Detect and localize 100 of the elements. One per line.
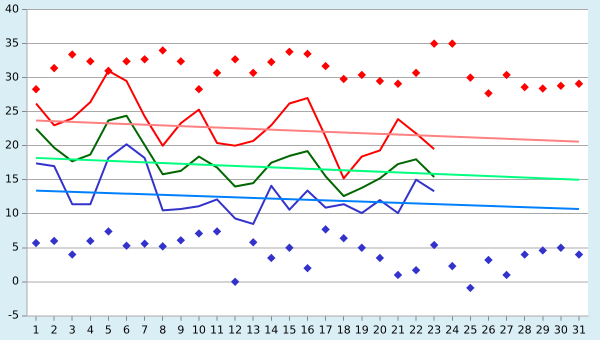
- point: [394, 80, 402, 88]
- point: [86, 236, 94, 245]
- point: [158, 46, 167, 54]
- x-tick-label: 13: [246, 323, 260, 336]
- point: [50, 236, 58, 245]
- point: [285, 48, 294, 56]
- point: [50, 64, 58, 72]
- y-tick-label: 0: [12, 274, 19, 288]
- x-tick-label: 8: [159, 323, 166, 336]
- y-tick-label: 25: [4, 104, 19, 118]
- point: [394, 270, 402, 279]
- point: [574, 80, 583, 88]
- x-tick-label: 2: [50, 323, 58, 336]
- point: [484, 89, 492, 98]
- point: [267, 58, 276, 66]
- x-tick-label: 28: [518, 323, 532, 336]
- point: [231, 278, 240, 286]
- x-tick-label: 5: [104, 323, 112, 336]
- x-tick-label: 22: [409, 323, 424, 336]
- point: [484, 256, 492, 264]
- y-tick-label: 10: [4, 206, 19, 220]
- x-tick-label: 30: [554, 323, 568, 336]
- point: [231, 55, 240, 64]
- point: [122, 242, 131, 250]
- point: [430, 241, 438, 250]
- point: [556, 82, 565, 90]
- x-tick-label: 20: [372, 323, 387, 336]
- point: [574, 250, 583, 259]
- point: [158, 242, 167, 250]
- x-tick-label: 9: [177, 323, 184, 336]
- point: [520, 250, 529, 259]
- point: [267, 254, 276, 262]
- x-tick-label: 7: [141, 323, 148, 336]
- point: [412, 266, 420, 274]
- point: [430, 40, 438, 48]
- x-tick-label: 29: [536, 323, 550, 336]
- point: [140, 240, 149, 248]
- x-tick-label: 4: [86, 323, 94, 336]
- point: [249, 238, 258, 246]
- point: [176, 57, 185, 66]
- x-tick-label: 14: [264, 323, 278, 336]
- y-tick-label: 40: [4, 2, 19, 16]
- x-tick-label: 18: [336, 323, 351, 336]
- point: [86, 57, 94, 66]
- x-tick-label: 15: [282, 323, 296, 336]
- point: [538, 246, 547, 254]
- y-tick-label: 5: [12, 240, 19, 254]
- point: [340, 75, 348, 84]
- point: [358, 70, 366, 79]
- point: [448, 40, 456, 48]
- point: [466, 74, 474, 82]
- point: [412, 68, 420, 77]
- point: [502, 70, 511, 79]
- y-tick-label: 30: [4, 70, 19, 84]
- point: [68, 50, 76, 59]
- x-tick-label: 10: [192, 323, 206, 336]
- point: [304, 50, 312, 58]
- x-tick-label: 27: [500, 323, 514, 336]
- y-tick-label: -5: [8, 308, 19, 322]
- point: [322, 62, 330, 70]
- point: [68, 250, 76, 259]
- point: [322, 225, 330, 234]
- point: [285, 244, 294, 252]
- x-tick-label: 21: [390, 323, 405, 336]
- point: [466, 284, 474, 292]
- point: [213, 227, 222, 236]
- point: [122, 57, 131, 66]
- x-tick-label: 3: [68, 323, 76, 336]
- point: [376, 254, 384, 262]
- point: [32, 238, 40, 247]
- x-tick-label: 1: [32, 323, 40, 336]
- point: [520, 83, 529, 92]
- x-tick-label: 17: [318, 323, 333, 336]
- x-tick-label: 19: [354, 323, 369, 336]
- point: [448, 262, 456, 270]
- point: [556, 244, 565, 252]
- point: [194, 85, 203, 94]
- x-tick-label: 25: [463, 323, 478, 336]
- y-tick-label: 35: [4, 36, 19, 50]
- point: [502, 270, 511, 279]
- point: [376, 77, 384, 86]
- x-tick-label: 12: [228, 323, 242, 336]
- x-tick-label: 6: [123, 323, 130, 336]
- point: [176, 236, 185, 244]
- point: [304, 264, 312, 272]
- point: [194, 229, 203, 238]
- point: [249, 68, 258, 77]
- x-tick-label: 24: [445, 323, 460, 336]
- x-tick-label: 31: [572, 323, 586, 336]
- point: [340, 234, 348, 242]
- point: [32, 85, 40, 94]
- point: [140, 55, 149, 64]
- x-tick-label: 16: [300, 323, 314, 336]
- x-tick-label: 11: [210, 323, 224, 336]
- x-tick-label: 23: [427, 323, 442, 336]
- y-tick-label: 15: [4, 172, 19, 186]
- point: [104, 227, 112, 236]
- y-tick-label: 20: [4, 138, 19, 152]
- point: [358, 244, 366, 252]
- x-tick-label: 26: [481, 323, 496, 336]
